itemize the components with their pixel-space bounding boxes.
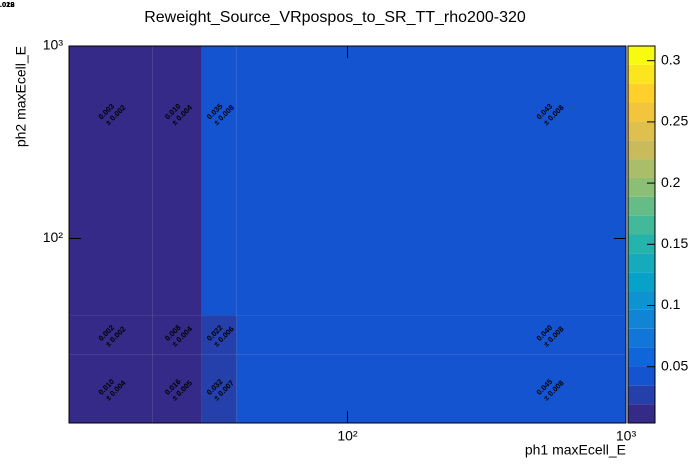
z-tick-label: 0.25	[661, 113, 688, 129]
colorbar-band	[628, 404, 655, 423]
colorbar-band	[628, 177, 655, 197]
z-tick-label: 0.3	[661, 51, 681, 67]
colorbar-band	[628, 347, 655, 367]
y-tick-label: 10²	[43, 229, 64, 245]
colorbar-band	[628, 253, 655, 273]
heatmap-cell	[69, 354, 153, 423]
colorbar-band	[628, 309, 655, 329]
heatmap-cell	[69, 315, 153, 355]
colorbar-band	[628, 140, 655, 160]
colorbar-band	[628, 46, 655, 65]
cell-error: ± 0.019	[0, 0, 14, 9]
z-tick-label: 0.15	[661, 235, 688, 251]
x-tick-label: 10³	[616, 428, 637, 444]
cells	[69, 46, 626, 423]
heatmap-cell	[152, 315, 202, 355]
heatmap-cell	[201, 354, 237, 423]
heatmap-cell	[69, 46, 153, 316]
colorbar-band	[628, 102, 655, 122]
colorbar-band	[628, 196, 655, 216]
y-tick-label: 10³	[43, 37, 64, 53]
z-tick-label: 0.05	[661, 357, 688, 373]
heatmap-cell	[236, 354, 626, 423]
chart-title: Reweight_Source_VRpospos_to_SR_TT_rho200…	[144, 9, 526, 26]
colorbar-band	[628, 291, 655, 310]
colorbar-band	[628, 385, 655, 405]
heatmap-cell	[152, 46, 202, 316]
colorbar-band	[628, 234, 655, 254]
colorbar-band	[628, 366, 655, 386]
colorbar-band	[628, 83, 655, 103]
heatmap-cell	[201, 315, 237, 355]
heatmap-cell	[236, 46, 626, 316]
colorbar-band	[628, 64, 655, 84]
x-axis-title: ph1 maxEcell_E	[525, 442, 626, 458]
cell-label: 0.303± 0.022	[0, 0, 14, 9]
colorbar-band	[628, 121, 655, 141]
cell-label: 0.201± 0.018	[0, 0, 14, 9]
colorbar-frame	[627, 45, 656, 424]
cell-error: ± 0.022	[0, 0, 14, 9]
heatmap-cell	[201, 46, 237, 316]
heatmap-cell	[152, 354, 202, 423]
colorbar-band	[628, 328, 655, 348]
y-axis-title: ph2 maxEcell_E	[13, 46, 29, 147]
colorbar-band	[628, 215, 655, 235]
heatmap-cell	[236, 315, 626, 355]
cell-label: 0.230± 0.019	[0, 0, 14, 9]
x-tick-label: 10²	[337, 428, 358, 444]
cell-error: ± 0.018	[0, 0, 14, 9]
colorbar-band	[628, 272, 655, 292]
z-tick-label: 0.2	[661, 174, 681, 190]
colorbar-band	[628, 159, 655, 178]
z-tick-label: 0.1	[661, 296, 681, 312]
